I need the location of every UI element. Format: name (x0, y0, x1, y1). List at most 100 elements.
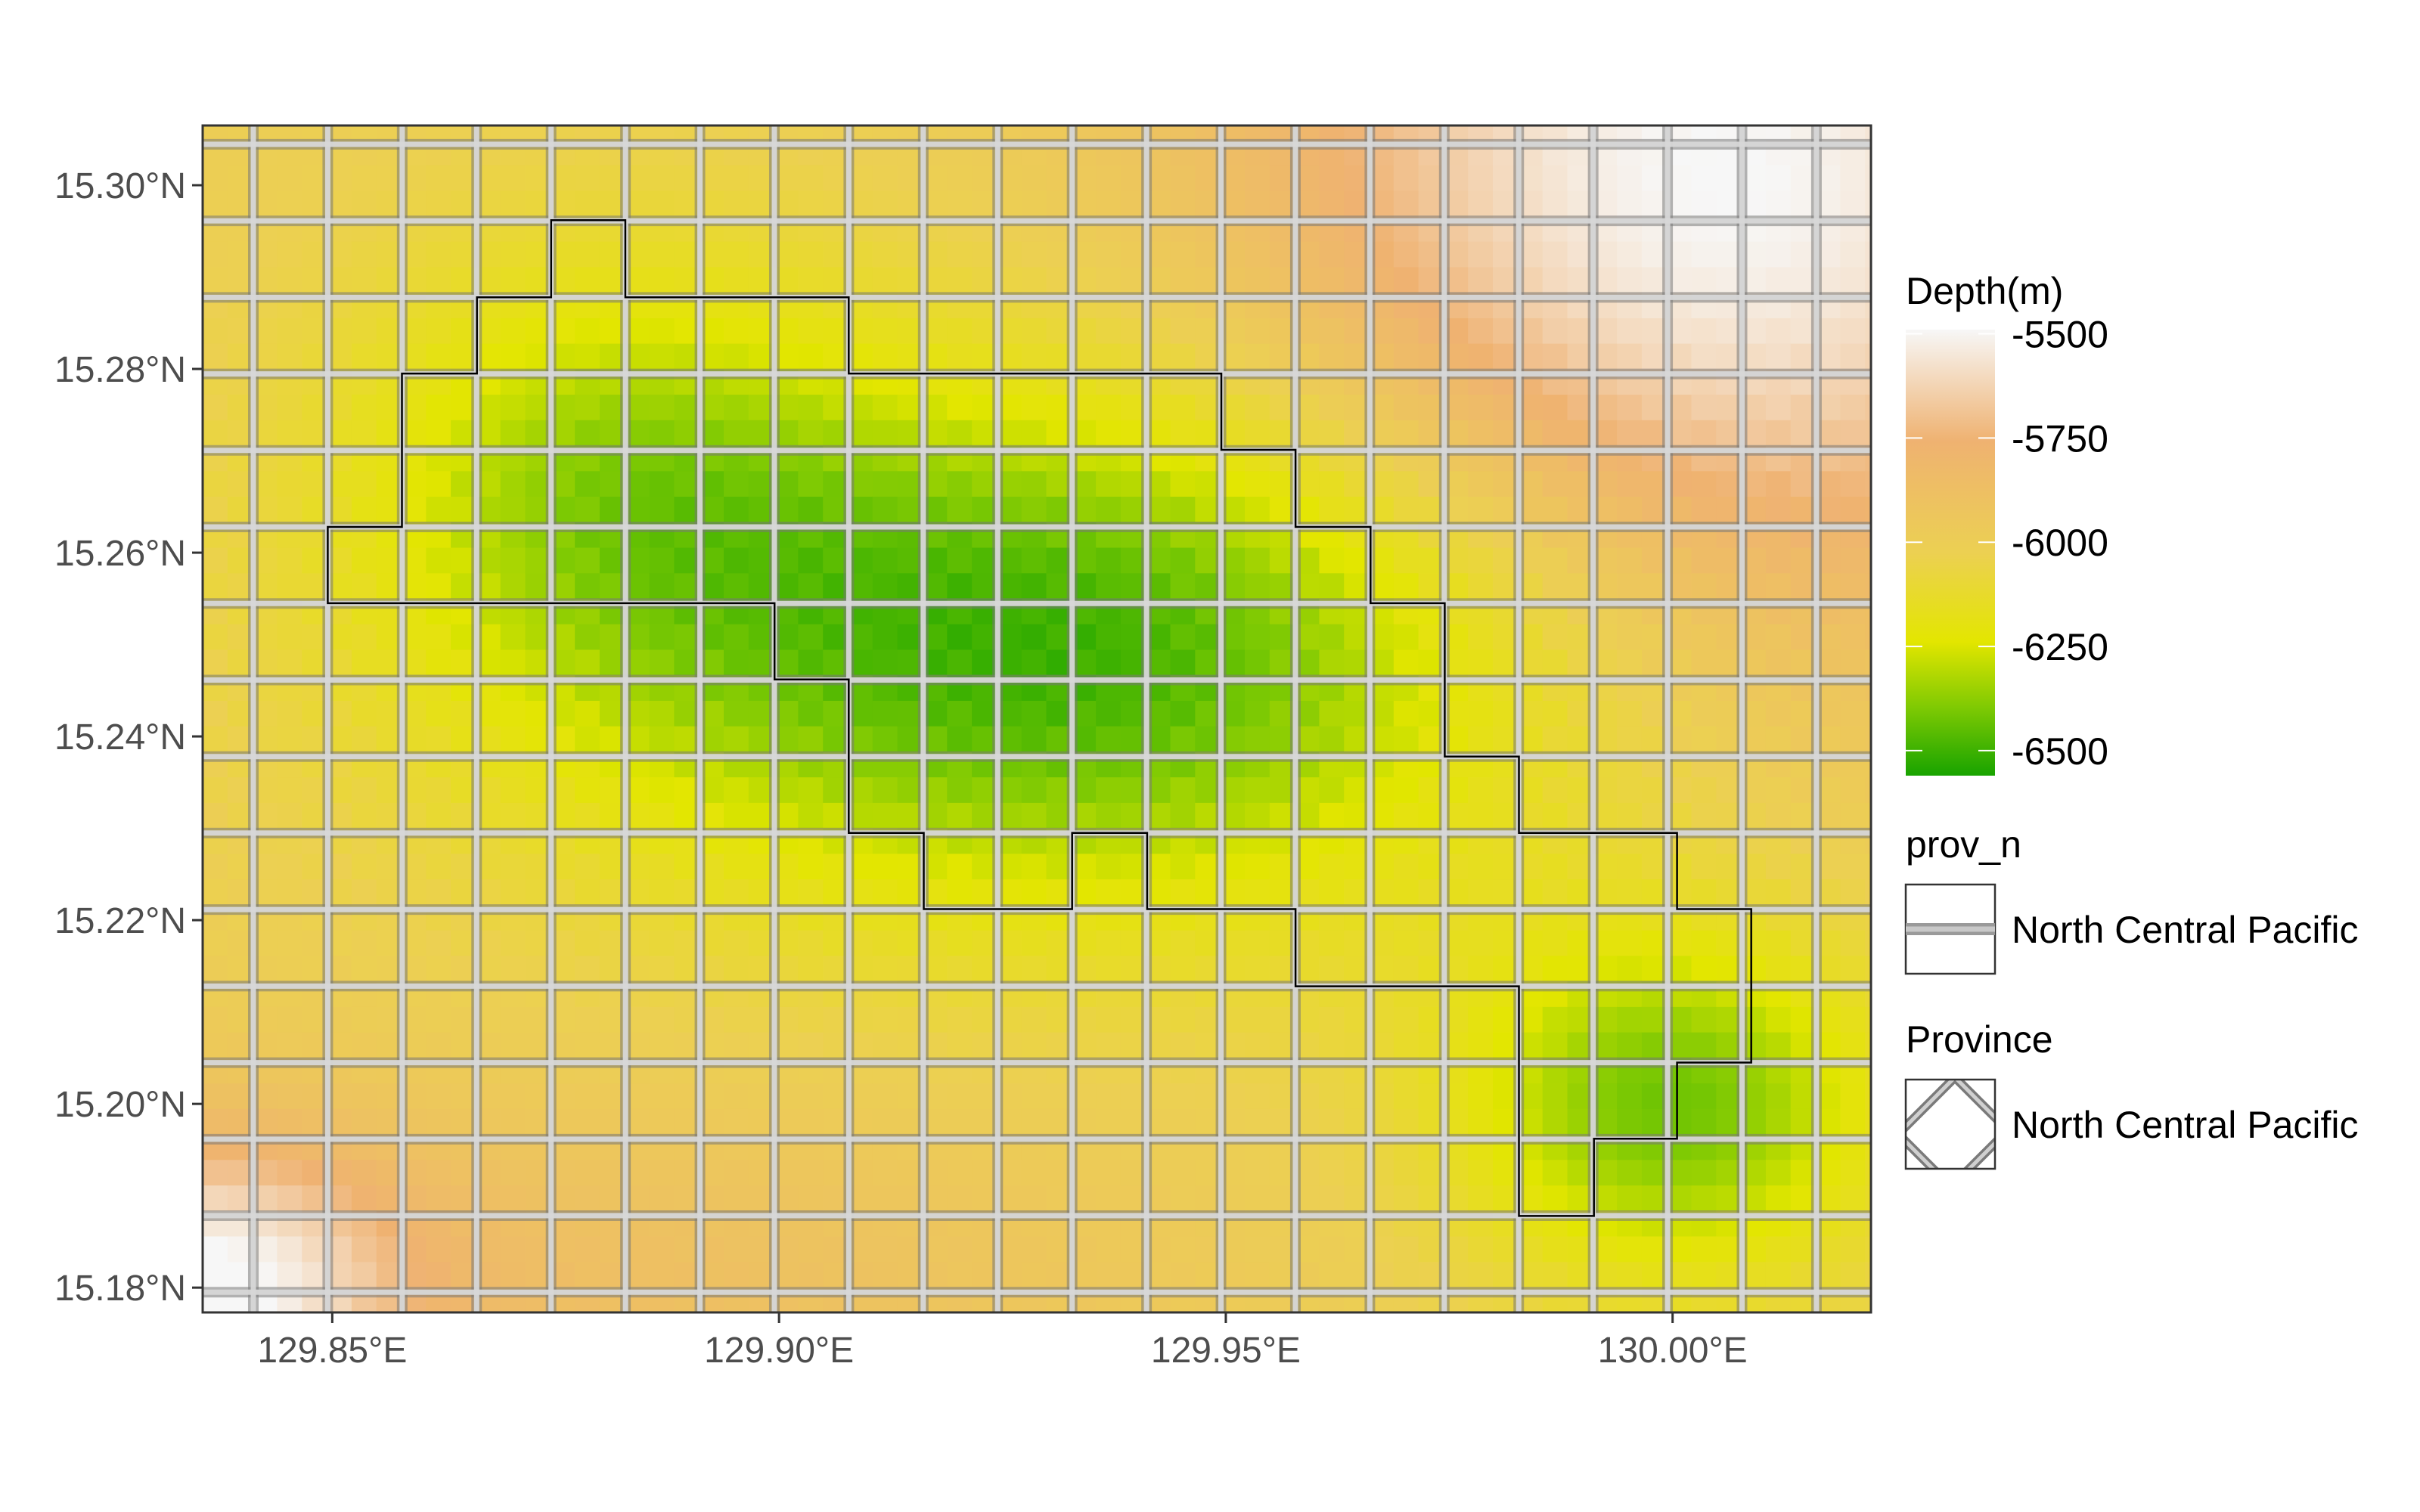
raster-cell (1021, 776, 1047, 803)
raster-cell (1765, 1159, 1792, 1186)
raster-cell (1765, 1108, 1792, 1135)
raster-cell (798, 1159, 824, 1186)
raster-cell (947, 1083, 973, 1109)
raster-cell (1170, 318, 1196, 344)
raster-cell (1319, 572, 1345, 599)
raster-cell (426, 318, 451, 344)
raster-cell (575, 1185, 600, 1211)
raster-cell (947, 624, 973, 650)
raster-cell (1170, 420, 1196, 446)
raster-cell (947, 266, 973, 293)
raster-cell (203, 649, 228, 676)
prov-n-legend-key (1904, 883, 1996, 975)
raster-cell (1542, 853, 1568, 880)
raster-cell (1393, 190, 1419, 216)
raster-cell (1021, 929, 1047, 956)
raster-cell (475, 125, 501, 140)
raster-cell (1617, 802, 1643, 829)
raster-cell (1170, 776, 1196, 803)
raster-cell (1865, 572, 1871, 599)
raster-cell (401, 125, 427, 140)
depth-colorbar-labels: -5500 -5750 -6000 -6250 -6500 (1906, 314, 2108, 773)
raster-cell (575, 776, 600, 803)
raster-cell (1170, 547, 1196, 574)
raster-cell (1840, 1159, 1866, 1186)
raster-cell (1840, 1185, 1866, 1211)
raster-cell (1865, 1083, 1871, 1109)
raster-cell (1741, 125, 1767, 140)
raster-cell (649, 420, 675, 446)
raster-cell (203, 802, 228, 829)
raster-cell (203, 1031, 228, 1058)
raster-cell (649, 394, 675, 420)
raster-cell (1096, 420, 1122, 446)
raster-cell (203, 1006, 228, 1033)
raster-cell (1021, 853, 1047, 880)
raster-cell (798, 700, 824, 727)
raster-cell (1393, 266, 1419, 293)
raster-cell (575, 1261, 600, 1287)
raster-cell (1840, 190, 1866, 216)
raster-cell (1840, 164, 1866, 191)
raster-cell (1840, 342, 1866, 370)
raster-cell (426, 955, 451, 982)
raster-cell (1542, 240, 1568, 268)
raster-cell (649, 125, 675, 140)
raster-cell (947, 802, 973, 829)
raster-cell (1393, 1261, 1419, 1287)
y-tick-label: 15.28°N (54, 350, 186, 390)
raster-cell (1765, 572, 1792, 599)
raster-cell (203, 318, 228, 344)
raster-cell (1840, 266, 1866, 293)
raster-cell (1691, 318, 1717, 344)
raster-cell (1468, 649, 1494, 676)
raster-cell (1691, 624, 1717, 650)
raster-cell (1691, 700, 1717, 727)
raster-cell (426, 624, 451, 650)
raster-cell (1691, 649, 1717, 676)
raster-cell (897, 125, 923, 140)
raster-cell (500, 1108, 526, 1135)
raster-cell (1319, 496, 1345, 522)
raster-cell (798, 470, 824, 497)
raster-cell (277, 1185, 302, 1211)
raster-cell (351, 496, 377, 522)
raster-cell (1021, 802, 1047, 829)
raster-cell (1170, 1235, 1196, 1263)
raster-cell (550, 125, 576, 140)
raster-cell (575, 240, 600, 268)
raster-cell (1096, 1185, 1122, 1211)
raster-cell (1765, 318, 1792, 344)
raster-cell (872, 470, 898, 497)
raster-cell (203, 1185, 228, 1211)
map-panel (201, 124, 1872, 1314)
raster-cell (872, 1159, 898, 1186)
raster-cell (947, 190, 973, 216)
raster-cell (649, 776, 675, 803)
raster-cell (1865, 1108, 1871, 1135)
raster-cell (798, 649, 824, 676)
raster-cell (798, 624, 824, 650)
raster-cell (426, 266, 451, 293)
raster-cell (426, 1031, 451, 1058)
prov-n-legend-title: prov_n (1906, 823, 2021, 866)
raster-cell (351, 955, 377, 982)
raster-cell (1840, 420, 1866, 446)
raster-cell (1468, 318, 1494, 344)
raster-cell (1245, 547, 1270, 574)
raster-cell (1393, 700, 1419, 727)
raster-cell (1468, 1159, 1494, 1186)
raster-cell (649, 496, 675, 522)
raster-cell (1021, 700, 1047, 727)
raster-cell (351, 266, 377, 293)
raster-cell (872, 955, 898, 982)
raster-cell (1691, 190, 1717, 216)
raster-cell (1716, 125, 1742, 140)
raster-cell (1170, 700, 1196, 727)
raster-cell (1096, 1083, 1122, 1109)
raster-cell (798, 955, 824, 982)
raster-cell (724, 240, 749, 268)
raster-cell (1468, 955, 1494, 982)
raster-cell (575, 1235, 600, 1263)
raster-cell (724, 853, 749, 880)
